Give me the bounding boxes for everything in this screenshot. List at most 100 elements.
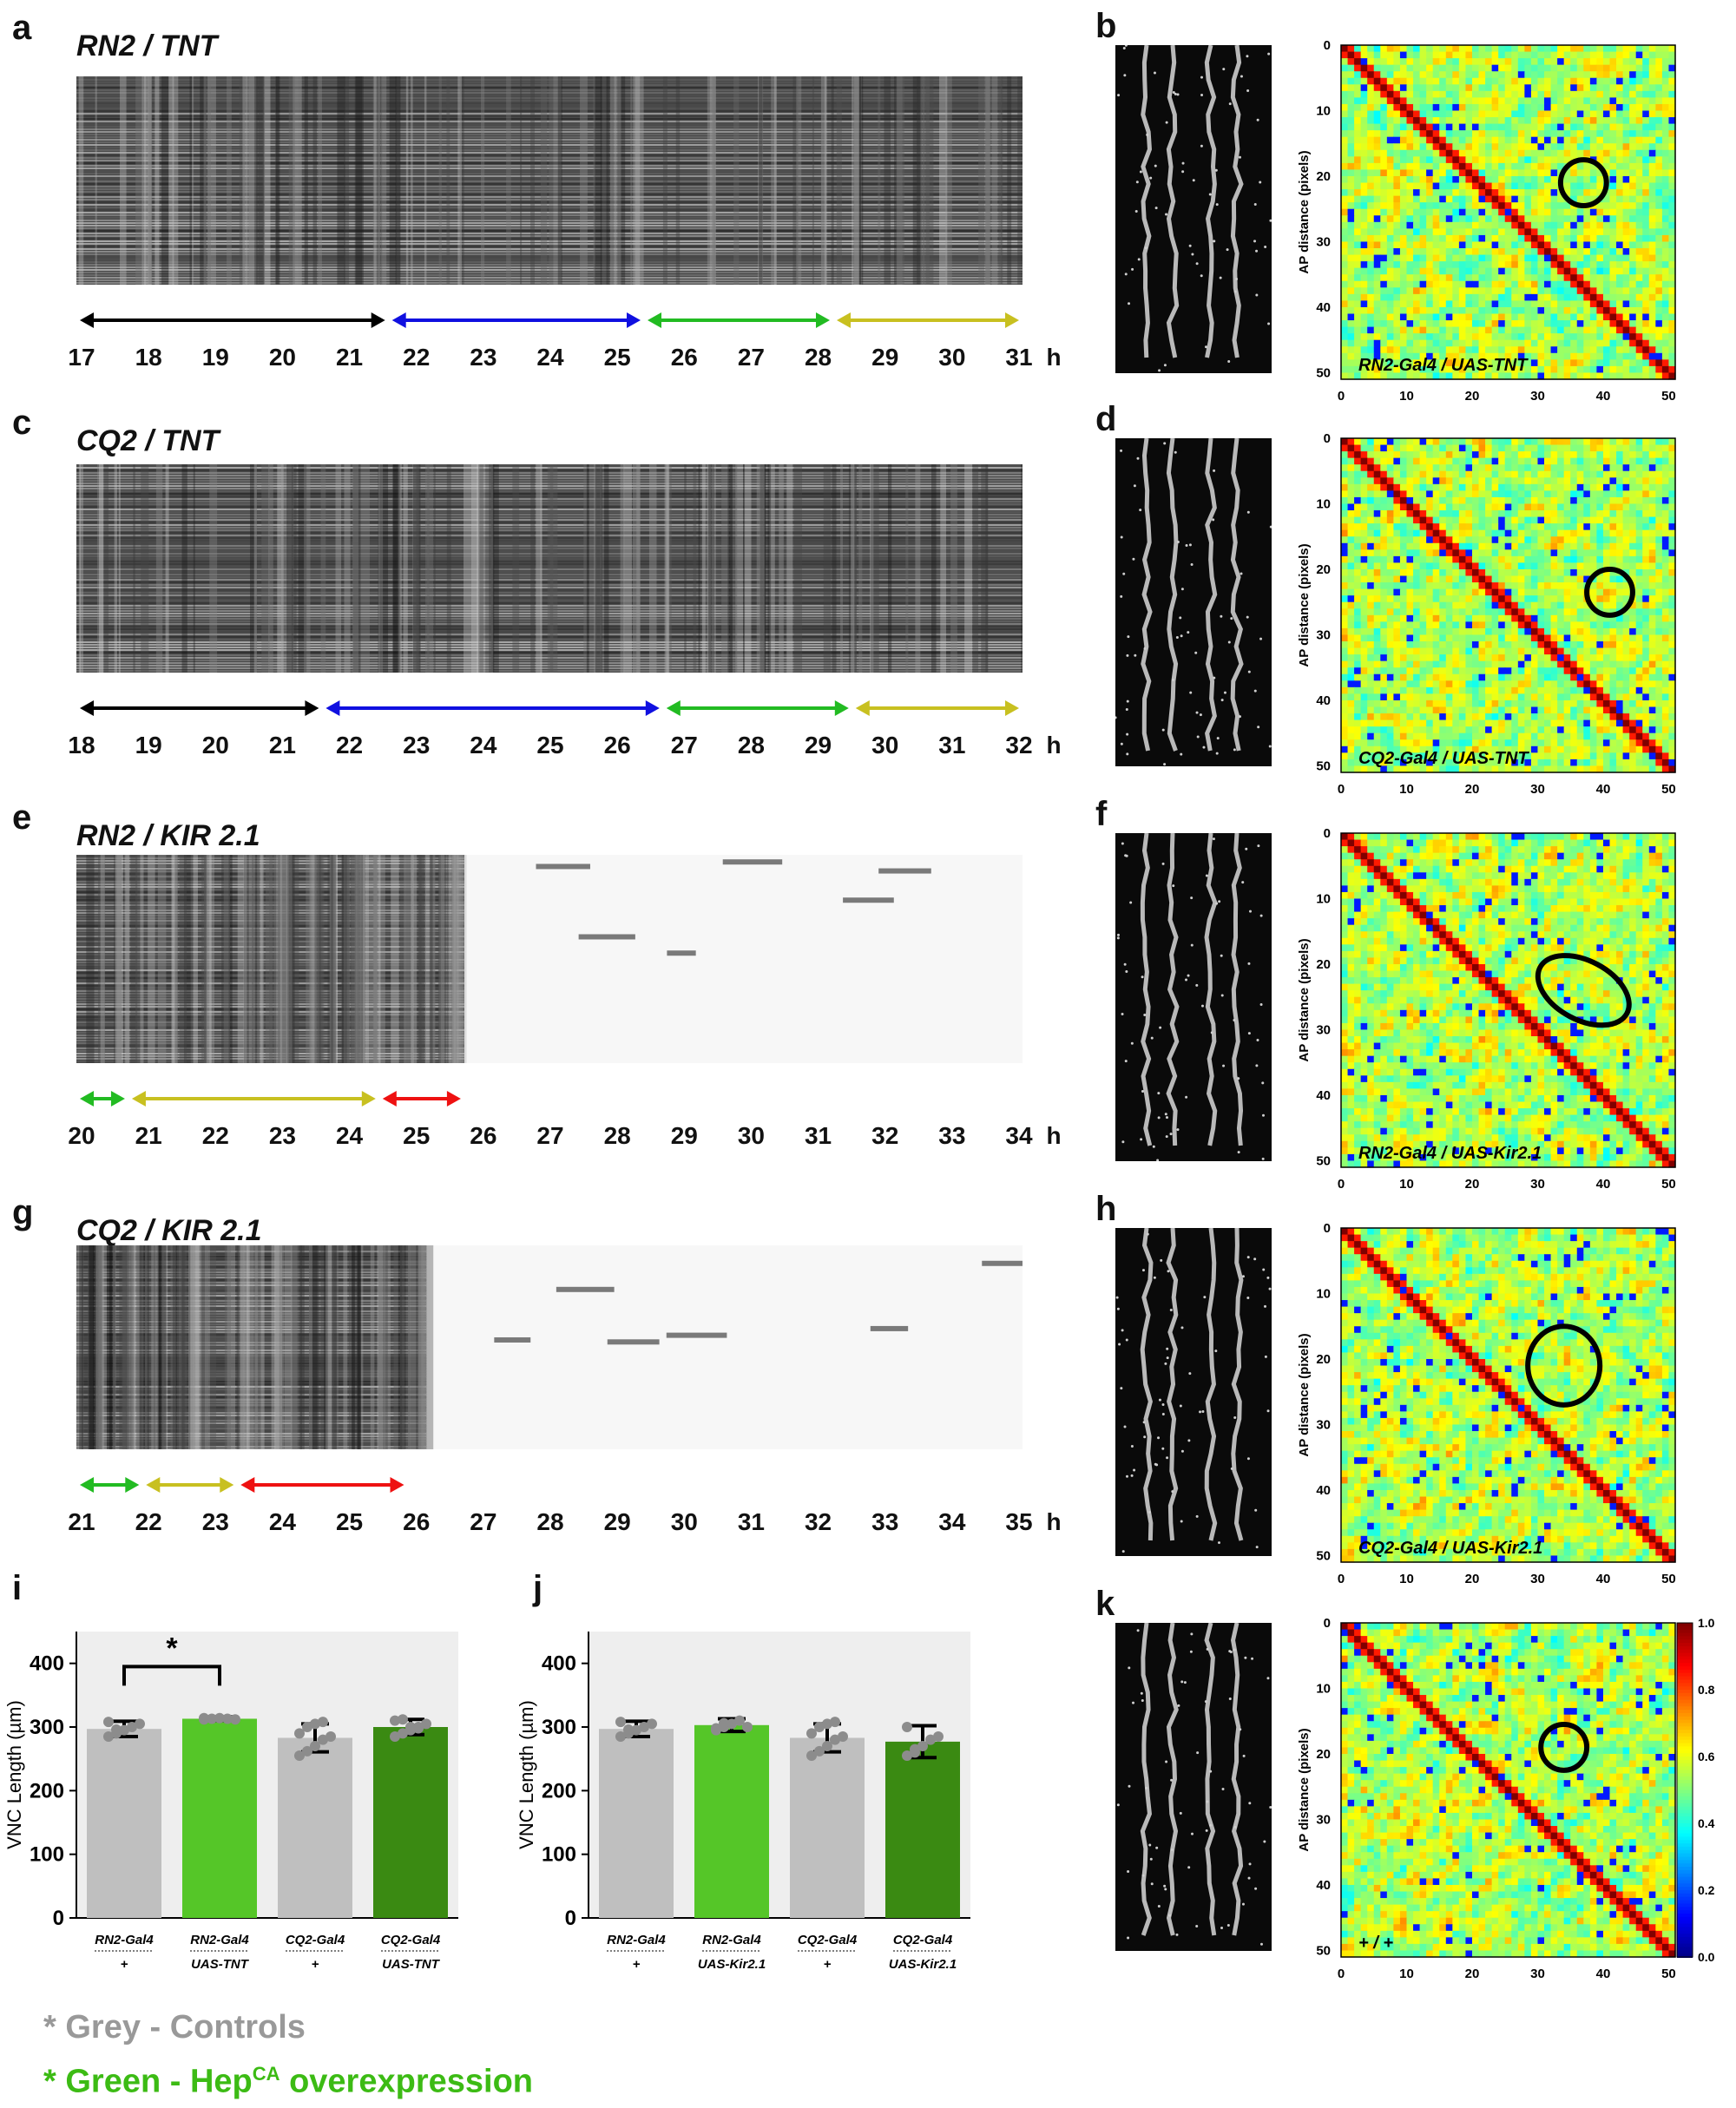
- y-tick-label: 30: [1316, 234, 1331, 249]
- hour-label: 20: [201, 732, 229, 758]
- data-point: [615, 1717, 626, 1728]
- hour-label: 28: [603, 1122, 631, 1149]
- category-label-bottom: UAS-TNT: [191, 1957, 250, 1972]
- data-point: [405, 1722, 416, 1732]
- x-tick-label: 30: [1530, 1572, 1545, 1584]
- hour-label: 34: [938, 1508, 966, 1535]
- highlight-circle: [1535, 953, 1632, 1028]
- data-point: [727, 1718, 737, 1730]
- bar: [278, 1737, 352, 1918]
- x-tick-label: 50: [1661, 1177, 1676, 1189]
- kymograph-title: CQ2 / TNT: [76, 424, 220, 457]
- category-label-top: CQ2-Gal4: [798, 1933, 858, 1947]
- y-tick-label: 0: [565, 1907, 576, 1930]
- category-label-bottom: UAS-TNT: [382, 1957, 441, 1972]
- stage-arrow: [837, 312, 1019, 328]
- y-axis-label: VNC Length (µm): [3, 1700, 25, 1849]
- x-tick-label: 20: [1465, 1572, 1480, 1584]
- stage-arrow: [80, 1091, 125, 1107]
- kymograph-title: RN2 / TNT: [76, 30, 218, 62]
- kymograph-image: [76, 1245, 1026, 1454]
- category-label-top: RN2-Gal4: [190, 1933, 249, 1947]
- data-point: [103, 1731, 114, 1742]
- stage-arrows: [76, 697, 1023, 724]
- y-tick-label: 100: [30, 1843, 64, 1867]
- hour-label: 29: [603, 1508, 631, 1535]
- kymograph-title: RN2 / KIR 2.1: [76, 819, 260, 852]
- highlight-circle: [1525, 1323, 1603, 1408]
- panel-letter-a: a: [12, 9, 32, 47]
- y-axis-label: AP distance (pixels): [1297, 543, 1312, 667]
- data-point: [917, 1741, 928, 1751]
- stage-arrows: [76, 1474, 1023, 1501]
- panel-letter-c: c: [12, 404, 32, 442]
- data-point: [103, 1717, 114, 1728]
- y-axis-label: AP distance (pixels): [1297, 1333, 1312, 1456]
- category-label-bottom: +: [633, 1957, 641, 1972]
- vnc-microscopy-image: [1115, 45, 1272, 373]
- y-tick-label: 40: [1316, 1483, 1331, 1498]
- stage-arrow: [146, 1477, 234, 1493]
- hour-label: 24: [268, 1508, 296, 1535]
- x-tick-label: 10: [1399, 389, 1414, 401]
- kymograph-image: [76, 76, 1025, 289]
- hour-label: 31: [1005, 344, 1033, 371]
- hour-label: 29: [804, 732, 832, 758]
- hour-label: 29: [871, 344, 899, 371]
- hour-label: 30: [737, 1122, 765, 1149]
- y-tick-label: 50: [1316, 365, 1331, 380]
- category-label-bottom: +: [121, 1957, 128, 1972]
- correlation-heatmap: 0 0 10 10 20 20 30 30 40 40 50 50 AP distance (pixel…: [1289, 816, 1723, 1212]
- y-tick-label: 300: [30, 1716, 64, 1739]
- hour-label: 18: [135, 344, 162, 371]
- hour-label: 28: [536, 1508, 564, 1535]
- data-point: [623, 1724, 634, 1735]
- hour-label: 34: [1005, 1122, 1033, 1149]
- stage-arrows: [76, 1087, 1023, 1114]
- hour-label: 23: [201, 1508, 229, 1535]
- hour-label: 31: [938, 732, 966, 758]
- significance-bracket: [122, 1665, 221, 1686]
- data-point: [925, 1734, 936, 1745]
- y-tick-label: 30: [1316, 1417, 1331, 1432]
- data-point: [310, 1718, 320, 1730]
- legend-tail: overexpression: [279, 2063, 533, 2100]
- stage-arrow: [326, 700, 660, 716]
- y-tick-label: 10: [1316, 1286, 1331, 1301]
- hour-label: 18: [68, 732, 95, 758]
- data-point: [822, 1718, 832, 1730]
- y-tick-label: 40: [1316, 300, 1331, 315]
- panel-letter-g: g: [12, 1193, 34, 1231]
- bar: [599, 1729, 674, 1918]
- data-point: [326, 1731, 336, 1742]
- vnc-microscopy-image: [1115, 1228, 1272, 1556]
- hour-unit: h: [1046, 1122, 1062, 1149]
- data-point: [127, 1722, 137, 1732]
- hour-label: 25: [335, 1508, 364, 1535]
- data-point: [318, 1717, 328, 1728]
- data-point: [119, 1724, 129, 1736]
- colorbar-tick: 0.0: [1698, 1950, 1715, 1964]
- x-tick-label: 20: [1465, 1177, 1480, 1189]
- highlight-circle: [1557, 157, 1609, 208]
- bar: [885, 1741, 960, 1918]
- data-point: [302, 1722, 312, 1732]
- kymograph-title: CQ2 / KIR 2.1: [76, 1214, 262, 1247]
- y-tick-label: 20: [1316, 1352, 1331, 1367]
- data-point: [421, 1718, 431, 1730]
- y-axis-label: AP distance (pixels): [1297, 1728, 1312, 1851]
- colorbar-tick: 1.0: [1698, 1616, 1715, 1630]
- genotype-label: RN2-Gal4 / UAS-Kir2.1: [1358, 1144, 1542, 1163]
- bar: [694, 1724, 769, 1918]
- hour-label: 24: [470, 732, 497, 758]
- y-tick-label: 50: [1316, 1548, 1331, 1563]
- hour-label: 31: [737, 1508, 765, 1535]
- panel-letter-b: b: [1095, 7, 1117, 45]
- panel-letter-j: j: [533, 1569, 543, 1607]
- correlation-heatmap: 0 0 10 10 20 20 30 30 40 40 50 50 AP distance (pixel…: [1289, 28, 1723, 424]
- correlation-heatmap: 0 0 10 10 20 20 30 30 40 40 50 50 AP distance (pixel…: [1289, 1211, 1723, 1607]
- hour-label: 23: [470, 344, 497, 371]
- y-tick-label: 200: [542, 1779, 576, 1803]
- vnc-microscopy-image: [1115, 833, 1272, 1161]
- data-point: [814, 1722, 825, 1732]
